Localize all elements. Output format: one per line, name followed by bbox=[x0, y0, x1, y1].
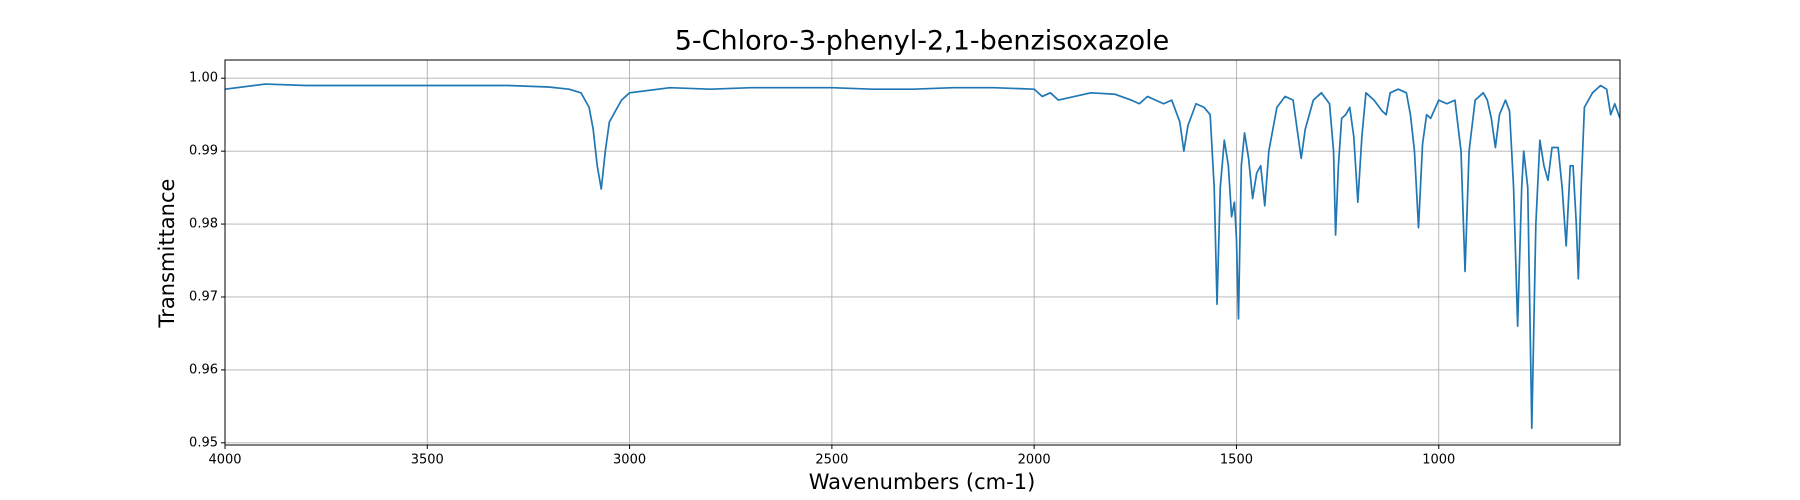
y-tick-label: 1.00 bbox=[189, 71, 218, 86]
chart-title: 5-Chloro-3-phenyl-2,1-benzisoxazole bbox=[675, 26, 1170, 57]
x-tick-label: 3000 bbox=[613, 453, 646, 468]
y-tick-label: 0.96 bbox=[189, 362, 218, 377]
y-tick-label: 0.97 bbox=[189, 289, 218, 304]
y-tick-label: 0.98 bbox=[189, 217, 218, 232]
x-tick-label: 1500 bbox=[1220, 453, 1253, 468]
x-axis-label: Wavenumbers (cm-1) bbox=[809, 470, 1036, 494]
spectrum-line bbox=[225, 83, 1620, 430]
x-tick-label: 3500 bbox=[411, 453, 444, 468]
plot-frame bbox=[224, 59, 1621, 446]
y-tick-label: 0.99 bbox=[189, 144, 218, 159]
x-tick-label: 4000 bbox=[208, 453, 241, 468]
y-axis-label: Transmittance bbox=[155, 179, 179, 329]
x-tick-label: 2500 bbox=[815, 453, 848, 468]
y-tick-label: 0.95 bbox=[189, 435, 218, 450]
x-tick-label: 1000 bbox=[1422, 453, 1455, 468]
x-tick-label: 2000 bbox=[1018, 453, 1051, 468]
